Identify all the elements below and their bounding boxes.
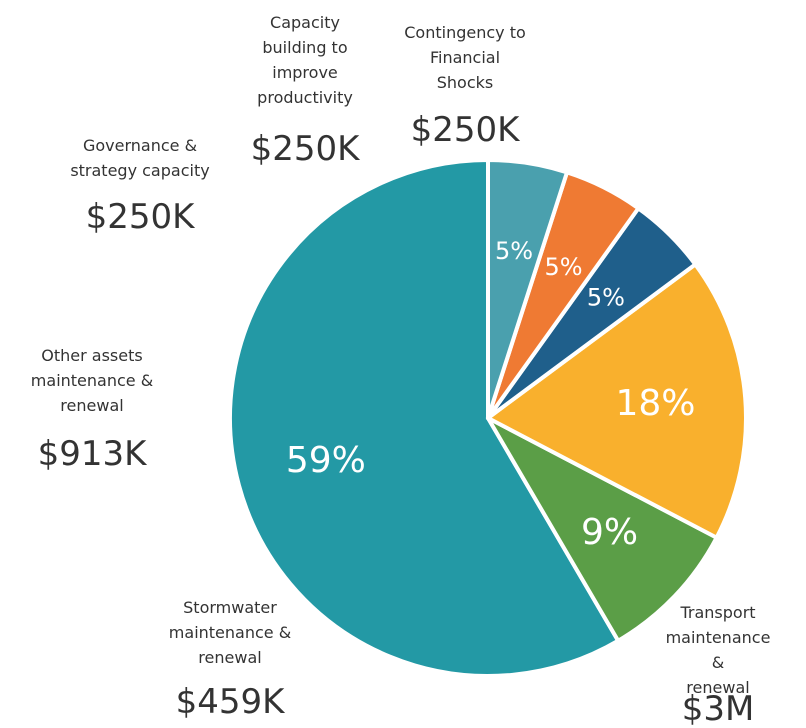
amount-label: $913K xyxy=(37,434,147,474)
amount-label: $250K xyxy=(410,110,520,150)
pie-slice xyxy=(486,416,719,643)
amount-label: $459K xyxy=(175,682,285,722)
category-label: Contingency to Financial Shocks xyxy=(404,23,526,92)
amount-label: $250K xyxy=(250,129,360,169)
category-label: Stormwater maintenance & renewal xyxy=(168,598,292,667)
category-label: Transport maintenance & renewal xyxy=(665,603,771,697)
amount-label: $250K xyxy=(85,197,195,237)
category-label: Capacity building to improve productivit… xyxy=(257,13,353,107)
category-label: Other assets maintenance & renewal xyxy=(30,346,154,415)
category-label: Governance & strategy capacity xyxy=(70,136,210,180)
slice-label: 9% xyxy=(581,512,638,553)
slice-label: 18% xyxy=(615,383,695,424)
pie-slice xyxy=(486,262,748,540)
slice-label: 5% xyxy=(495,237,533,265)
slice-label: 5% xyxy=(587,283,625,311)
pie-slice xyxy=(228,158,621,678)
slice-label: 5% xyxy=(545,253,583,281)
slice-label: 59% xyxy=(286,440,366,481)
amount-label: $3M xyxy=(681,689,755,728)
pie-slice xyxy=(486,158,569,420)
